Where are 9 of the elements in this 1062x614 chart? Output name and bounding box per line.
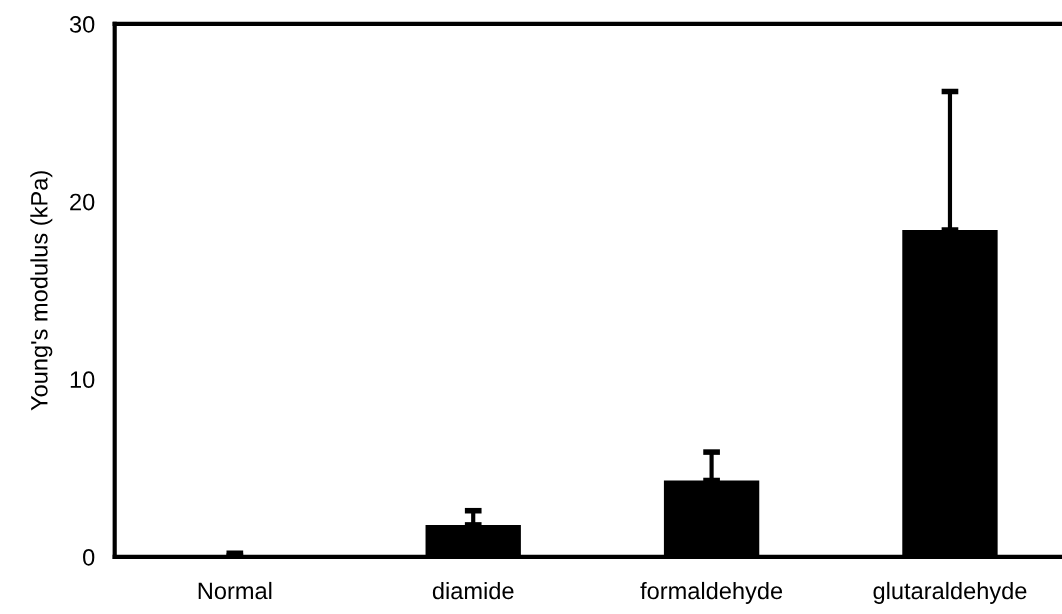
- x-tick-label: formaldehyde: [640, 581, 783, 604]
- y-tick-label: 20: [70, 193, 95, 211]
- y-tick-label: 0: [83, 548, 95, 566]
- x-tick-label: Normal: [198, 581, 272, 600]
- x-tick-label: glutaraldehyde: [873, 581, 1027, 604]
- y-tick-label: 10: [70, 371, 95, 389]
- y-tick-label: 30: [69, 16, 95, 33]
- x-tick-label: diamide: [432, 581, 514, 600]
- y-axis-title: Young's modulus (kPa): [30, 171, 53, 411]
